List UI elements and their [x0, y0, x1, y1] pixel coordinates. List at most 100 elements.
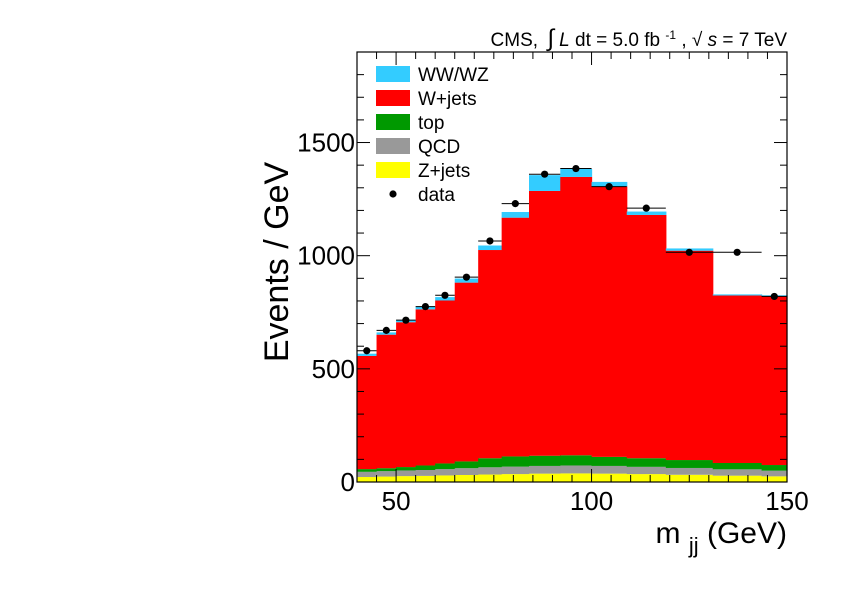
- bar-w-jets: [591, 186, 628, 457]
- bar-w-jets: [415, 309, 436, 466]
- title-lumi-text: dt = 5.0 fb: [575, 30, 660, 51]
- bar-top: [712, 462, 763, 470]
- data-point: [462, 273, 471, 281]
- y-tick-label: 0: [341, 467, 355, 497]
- bar-top: [415, 465, 436, 471]
- y-tick-label: 500: [312, 354, 355, 384]
- data-point: [402, 316, 410, 324]
- bar-z-jets: [712, 475, 763, 482]
- data-point: [541, 170, 549, 178]
- bar-qcd: [415, 470, 436, 476]
- bar-w-jets: [357, 355, 378, 470]
- bar-z-jets: [501, 474, 530, 482]
- title-energy-text: = 7 TeV: [722, 30, 787, 51]
- bar-top: [478, 458, 503, 468]
- bar-ww-wz: [357, 353, 378, 356]
- bar-z-jets: [435, 475, 456, 482]
- data-point: [421, 303, 430, 311]
- title-integral: ∫: [545, 25, 555, 52]
- bar-z-jets: [529, 473, 561, 482]
- legend: WW/WZ W+jets top QCD Z+jets data: [376, 65, 489, 206]
- legend-swatch-ww-wz: [376, 66, 410, 82]
- x-tick-label: 150: [765, 486, 808, 516]
- bar-w-jets: [478, 250, 503, 459]
- data-point: [441, 291, 449, 299]
- bar-qcd: [665, 467, 714, 475]
- bar-qcd: [501, 466, 530, 475]
- data-point: [605, 183, 613, 191]
- legend-swatch-w-jets: [376, 90, 410, 106]
- data-point: [642, 204, 650, 212]
- bar-ww-wz: [560, 169, 593, 177]
- legend-label-ww-wz: WW/WZ: [418, 65, 489, 86]
- y-tick-label: 1500: [297, 128, 355, 158]
- bar-top: [529, 455, 561, 466]
- y-axis-label: Events / GeV: [258, 162, 296, 363]
- bar-w-jets: [454, 282, 479, 462]
- bar-z-jets: [376, 476, 397, 482]
- bar-top: [376, 468, 397, 472]
- legend-swatch-z-jets: [376, 162, 410, 178]
- bar-top: [665, 460, 714, 468]
- title-experiment: CMS,: [491, 30, 539, 51]
- bar-qcd: [376, 471, 397, 477]
- bar-z-jets: [396, 476, 417, 482]
- bar-top: [435, 463, 456, 470]
- bar-ww-wz: [478, 245, 503, 251]
- bar-w-jets: [712, 295, 763, 463]
- bar-w-jets: [626, 214, 667, 459]
- legend-swatch-top: [376, 114, 410, 130]
- bar-qcd: [357, 471, 378, 478]
- bar-w-jets: [435, 300, 456, 464]
- legend-label-z-jets: Z+jets: [418, 161, 470, 182]
- legend-label-top: top: [418, 113, 444, 134]
- bar-z-jets: [454, 474, 479, 482]
- data-point: [770, 292, 778, 301]
- bar-top: [761, 465, 788, 471]
- bar-z-jets: [478, 474, 503, 482]
- legend-label-w-jets: W+jets: [418, 89, 477, 110]
- bar-qcd: [591, 465, 628, 474]
- legend-label-qcd: QCD: [418, 137, 460, 158]
- x-axis-label-unit: (GeV): [707, 517, 787, 550]
- bar-w-jets: [376, 334, 397, 469]
- x-axis-label: m jj (GeV): [656, 517, 787, 560]
- bar-top: [501, 456, 530, 467]
- title-sqrt: √: [692, 30, 703, 51]
- bar-top: [560, 455, 593, 466]
- bar-qcd: [454, 468, 479, 475]
- bar-qcd: [626, 466, 667, 475]
- bar-z-jets: [415, 475, 436, 482]
- bar-z-jets: [591, 473, 628, 482]
- x-axis-label-var: m: [656, 517, 681, 550]
- data-point: [685, 248, 693, 256]
- bar-ww-wz: [501, 212, 530, 218]
- bar-qcd: [396, 470, 417, 477]
- data-point: [511, 200, 519, 208]
- bar-qcd: [712, 469, 763, 476]
- bar-qcd: [478, 467, 503, 475]
- x-tick-label: 50: [382, 486, 411, 516]
- bar-top: [591, 456, 628, 466]
- bar-w-jets: [560, 176, 593, 456]
- title-s-var: s: [708, 30, 718, 51]
- bar-qcd: [560, 465, 593, 474]
- title-lumi-var: L: [559, 30, 570, 51]
- title-lumi-exp: -1: [665, 28, 676, 42]
- bar-qcd: [761, 470, 788, 477]
- bar-top: [357, 469, 378, 472]
- data-point: [572, 164, 580, 173]
- title-comma: ,: [681, 30, 686, 51]
- legend-label-data: data: [418, 185, 455, 206]
- bar-ww-wz: [529, 175, 561, 191]
- x-axis-label-sub: jj: [688, 533, 699, 558]
- chart-title: CMS, ∫ L dt = 5.0 fb -1 , √ s = 7 TeV: [491, 23, 788, 52]
- bar-w-jets: [529, 190, 561, 456]
- axis-ticks: [356, 51, 788, 483]
- bar-qcd: [529, 465, 561, 474]
- bar-w-jets: [665, 250, 714, 461]
- bar-top: [626, 458, 667, 467]
- bar-z-jets: [357, 477, 378, 482]
- data-point: [486, 237, 494, 245]
